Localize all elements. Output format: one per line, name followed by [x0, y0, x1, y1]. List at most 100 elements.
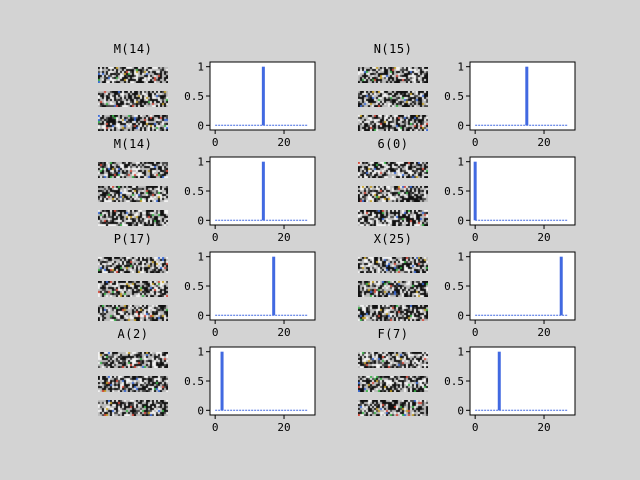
- glyph-strip: [98, 257, 168, 273]
- y-tick-label: 0: [457, 309, 464, 322]
- glyph-strip: [98, 67, 168, 83]
- glyph-strip: [358, 67, 428, 83]
- glyph-strip: [358, 352, 428, 368]
- x-tick-label: 20: [537, 136, 550, 149]
- x-tick-label: 0: [472, 421, 479, 434]
- x-tick-label: 0: [212, 231, 219, 244]
- y-tick-label: 0: [457, 119, 464, 132]
- subplot-title: N(15): [373, 42, 413, 56]
- bar: [272, 256, 276, 316]
- glyph-strip: [98, 162, 168, 178]
- glyph-strip: [98, 210, 168, 226]
- x-tick-label: 20: [277, 231, 290, 244]
- axes-frame: [209, 346, 316, 416]
- y-tick-label: 0.5: [444, 280, 464, 293]
- x-tick-label: 20: [277, 326, 290, 339]
- bar-chart: 0 0.5 1 0 20: [184, 61, 316, 149]
- x-tick-label: 20: [277, 136, 290, 149]
- bar: [473, 161, 477, 221]
- glyph-strip: [358, 162, 428, 178]
- y-tick-label: 1: [457, 61, 464, 74]
- glyph-thumbnail: [98, 257, 168, 325]
- y-tick-label: 1: [457, 251, 464, 264]
- bar: [261, 66, 265, 126]
- y-tick-label: 0.5: [184, 375, 204, 388]
- subplot-title: X(25): [373, 232, 413, 246]
- glyph-thumbnail: [98, 67, 168, 135]
- glyph-strip: [358, 91, 428, 107]
- glyph-strip: [358, 281, 428, 297]
- glyph-strip: [358, 186, 428, 202]
- bar-chart: 0 0.5 1 0 20: [444, 346, 576, 434]
- bar: [559, 256, 563, 316]
- y-tick-label: 0: [197, 309, 204, 322]
- bar-chart: 0 0.5 1 0 20: [184, 156, 316, 244]
- subplot-title: M(14): [113, 137, 153, 151]
- y-tick-label: 0: [197, 119, 204, 132]
- glyph-thumbnail: [358, 257, 428, 325]
- y-tick-label: 0.5: [184, 185, 204, 198]
- glyph-thumbnail: [358, 67, 428, 135]
- bar-chart: 0 0.5 1 0 20: [444, 251, 576, 339]
- glyph-thumbnail: [98, 162, 168, 230]
- y-tick-label: 0.5: [184, 90, 204, 103]
- x-tick-label: 20: [537, 326, 550, 339]
- axes-frame: [469, 346, 576, 416]
- subplot-title: 6(0): [377, 137, 409, 151]
- subplot-title: P(17): [113, 232, 153, 246]
- y-tick-label: 1: [197, 346, 204, 359]
- glyph-strip: [358, 376, 428, 392]
- glyph-strip: [358, 305, 428, 321]
- y-tick-label: 1: [197, 61, 204, 74]
- y-tick-label: 1: [457, 156, 464, 169]
- bar: [497, 351, 501, 411]
- glyph-strip: [358, 115, 428, 131]
- x-tick-label: 0: [212, 421, 219, 434]
- y-tick-label: 1: [197, 156, 204, 169]
- glyph-strip: [98, 115, 168, 131]
- bar: [525, 66, 529, 126]
- glyph-strip: [98, 400, 168, 416]
- y-tick-label: 0.5: [444, 90, 464, 103]
- y-tick-label: 0: [457, 214, 464, 227]
- y-tick-label: 0: [457, 404, 464, 417]
- glyph-strip: [98, 91, 168, 107]
- bar: [220, 351, 224, 411]
- glyph-thumbnail: [358, 352, 428, 420]
- subplot-title: A(2): [117, 327, 149, 341]
- bar-chart: 0 0.5 1 0 20: [444, 156, 576, 244]
- x-tick-label: 20: [277, 421, 290, 434]
- y-tick-label: 1: [457, 346, 464, 359]
- y-tick-label: 0.5: [444, 375, 464, 388]
- bar-chart: 0 0.5 1 0 20: [184, 251, 316, 339]
- subplot-title: M(14): [113, 42, 153, 56]
- glyph-strip: [358, 400, 428, 416]
- axes-frame: [209, 251, 316, 321]
- subplot-title: F(7): [377, 327, 409, 341]
- bar: [261, 161, 265, 221]
- axes-frame: [469, 251, 576, 321]
- glyph-thumbnail: [358, 162, 428, 230]
- glyph-strip: [98, 186, 168, 202]
- x-tick-label: 0: [472, 136, 479, 149]
- y-tick-label: 0.5: [444, 185, 464, 198]
- y-tick-label: 0: [197, 404, 204, 417]
- x-tick-label: 20: [537, 231, 550, 244]
- glyph-strip: [358, 210, 428, 226]
- bar-chart: 0 0.5 1 0 20: [184, 346, 316, 434]
- x-tick-label: 0: [212, 136, 219, 149]
- y-tick-label: 1: [197, 251, 204, 264]
- x-tick-label: 0: [212, 326, 219, 339]
- x-tick-label: 0: [472, 326, 479, 339]
- glyph-thumbnail: [98, 352, 168, 420]
- axes-frame: [469, 156, 576, 226]
- y-tick-label: 0.5: [184, 280, 204, 293]
- glyph-strip: [98, 305, 168, 321]
- y-tick-label: 0: [197, 214, 204, 227]
- x-tick-label: 20: [537, 421, 550, 434]
- glyph-strip: [358, 257, 428, 273]
- axes-frame: [469, 61, 576, 131]
- x-tick-label: 0: [472, 231, 479, 244]
- glyph-strip: [98, 352, 168, 368]
